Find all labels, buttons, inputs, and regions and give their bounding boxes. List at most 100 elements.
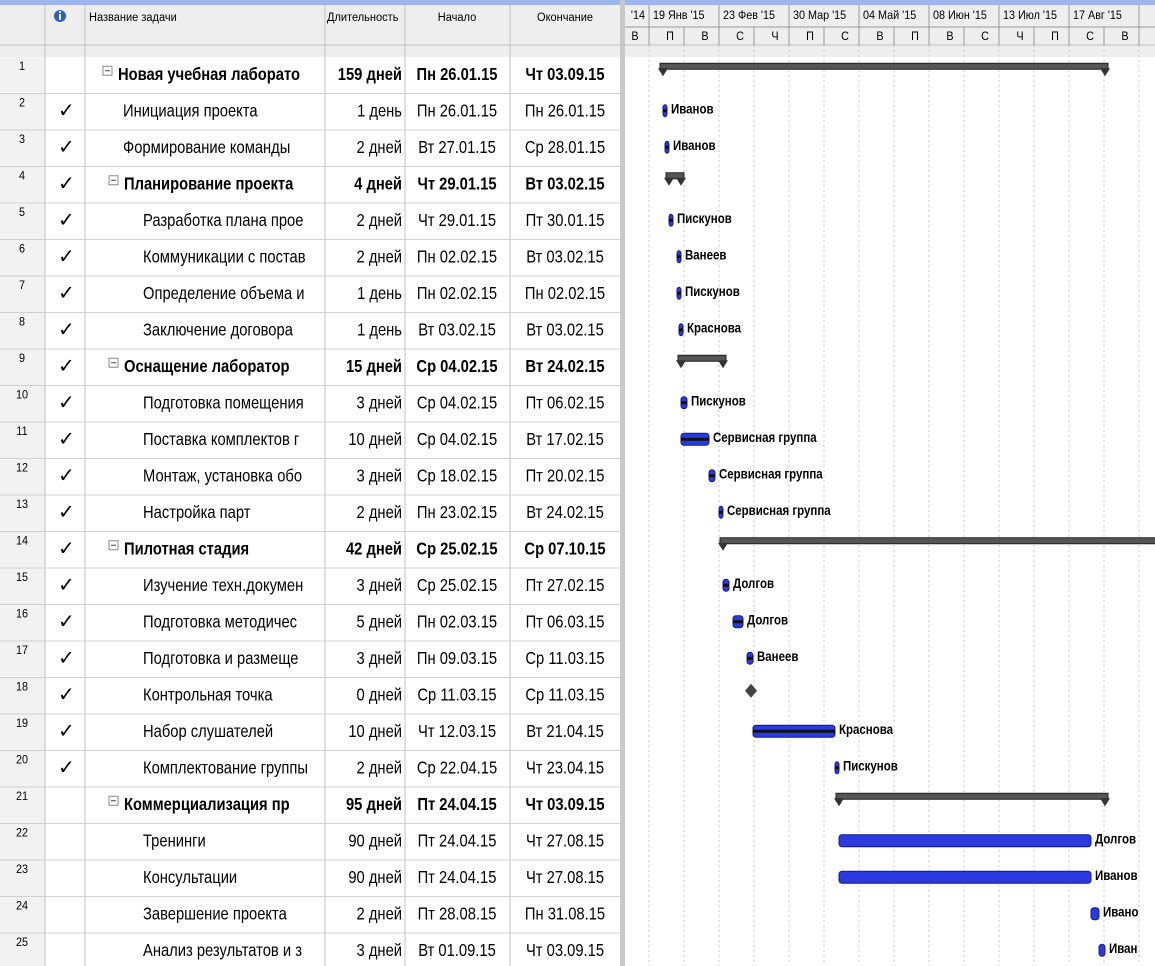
task-name-cell: Контрольная точка <box>143 685 273 705</box>
resource-label-cell: Долгов <box>1095 830 1136 846</box>
task-row[interactable]: 8 ✓ Заключение договора 1 день Вт 03.02.15 Вт… <box>19 316 604 341</box>
row-id-cell: 9 <box>19 353 25 366</box>
task-name: Изучение техн.докумен <box>143 576 303 596</box>
task-start: Пн 02.03.15 <box>417 612 497 632</box>
splitter[interactable] <box>620 0 625 966</box>
task-end-cell: Пт 06.03.15 <box>526 612 605 632</box>
row-id: 23 <box>16 864 28 877</box>
task-end-cell: Чт 23.04.15 <box>526 758 604 778</box>
task-row[interactable]: 15 ✓ Изучение техн.докумен 3 дней Ср 25.02.1… <box>16 572 604 597</box>
task-name-cell: Инициация проекта <box>123 101 258 121</box>
task-name: Инициация проекта <box>123 101 258 121</box>
timescale-bottom-label: П <box>806 31 814 44</box>
task-row[interactable]: 3 ✓ Формирование команды 2 дней Вт 27.01.15 С… <box>19 134 605 159</box>
task-name: Коммерциализация пр <box>124 795 290 815</box>
summary-end <box>718 542 728 551</box>
row-number-column <box>0 57 45 966</box>
task-duration: 90 дней <box>348 868 402 888</box>
timescale-bottom-label: В <box>631 31 638 44</box>
timescale-top-label: 08 Июн '15 <box>933 10 987 23</box>
timescale-bottom-label-cell: С <box>841 31 849 44</box>
row-id-cell: 1 <box>19 61 25 74</box>
task-row[interactable]: 20 ✓ Комплектование группы 2 дней Ср 22.04.1… <box>16 754 604 779</box>
task-start-cell: Ср 25.02.15 <box>417 576 497 596</box>
resource-label-cell: Ванеев <box>685 246 727 262</box>
task-name-cell: Коммуникации с постав <box>143 247 306 267</box>
task-row[interactable]: 14 ✓ Пилотная стадия 42 дней Ср 25.02.15 Ср 0… <box>16 535 606 560</box>
task-duration: 3 дней <box>357 941 402 961</box>
task-row[interactable]: 9 ✓ Оснащение лаборатор 15 дней Ср 04.02.15 В… <box>19 353 605 378</box>
task-duration-cell: 2 дней <box>357 247 402 267</box>
task-end: Вт 17.02.15 <box>526 430 604 450</box>
task-row[interactable]: 12 ✓ Монтаж, установка обо 3 дней Ср 18.02.1… <box>16 462 604 487</box>
task-start: Пн 09.03.15 <box>417 649 497 669</box>
resource-label: Краснова <box>687 319 742 335</box>
task-start-cell: Пн 02.02.15 <box>417 284 497 304</box>
task-row[interactable]: 2 ✓ Инициация проекта 1 день Пн 26.01.15 Пн 2… <box>19 97 605 122</box>
task-end-cell: Вт 24.02.15 <box>525 357 604 377</box>
resource-label-cell: Долгов <box>733 575 774 591</box>
row-id-cell: 3 <box>19 134 25 147</box>
task-row[interactable]: 1 Новая учебная лаборато 159 дней Пн 26.01.… <box>19 61 605 85</box>
task-start: Чт 29.01.15 <box>417 174 496 194</box>
summary-end <box>1100 798 1110 807</box>
task-row[interactable]: 7 ✓ Определение объема и 1 день Пн 02.02.15 П… <box>19 280 605 305</box>
task-row[interactable]: 10 ✓ Подготовка помещения 3 дней Ср 04.02.15… <box>16 389 604 414</box>
column-header-cell: Начало <box>438 12 476 24</box>
task-name-cell: Формирование команды <box>123 138 290 158</box>
task-duration-cell: 10 дней <box>348 430 402 450</box>
task-bar <box>838 834 1092 848</box>
task-start-cell: Ср 04.02.15 <box>417 430 497 450</box>
timescale-top-label: 19 Янв '15 <box>653 10 705 23</box>
task-row[interactable]: 25 Анализ результатов и з 3 дней Вт 01.09.1… <box>16 937 604 961</box>
task-row[interactable]: 21 Коммерциализация пр 95 дней Пт 24.04.15 Ч… <box>16 791 605 815</box>
timescale-top-label-cell: 17 Авг '15 <box>1073 10 1122 23</box>
complete-check-cell: ✓ <box>58 502 75 524</box>
task-duration: 4 дней <box>354 174 402 194</box>
task-start: Ср 25.02.15 <box>417 576 497 596</box>
task-end-cell: Чт 03.09.15 <box>525 795 604 815</box>
task-name-cell: Определение объема и <box>143 284 305 304</box>
task-row[interactable]: 22 Тренинги 90 дней Пт 24.04.15 Чт 27.08.15 <box>16 827 604 851</box>
task-end: Ср 11.03.15 <box>525 685 604 705</box>
resource-label-cell: Долгов <box>747 611 788 627</box>
complete-check: ✓ <box>58 648 75 670</box>
task-name-cell: Коммерциализация пр <box>124 795 290 815</box>
task-row[interactable]: 13 ✓ Настройка парт 2 дней Пн 23.02.15 Вт 24.… <box>16 499 604 524</box>
task-row[interactable]: 6 ✓ Коммуникации с постав 2 дней Пн 02.02.15… <box>19 243 604 268</box>
task-start-cell: Ср 11.03.15 <box>417 685 496 705</box>
task-duration-cell: 3 дней <box>357 466 402 486</box>
task-end: Пт 06.02.15 <box>526 393 605 413</box>
task-start: Пт 24.04.15 <box>418 868 497 888</box>
task-name: Комплектование группы <box>143 758 308 778</box>
task-end-cell: Чт 27.08.15 <box>526 831 604 851</box>
task-start-cell: Пт 24.04.15 <box>418 868 497 888</box>
task-row[interactable]: 16 ✓ Подготовка методичес 5 дней Пн 02.03.15… <box>16 608 604 633</box>
complete-check: ✓ <box>58 611 75 633</box>
task-duration: 2 дней <box>357 758 402 778</box>
task-duration-cell: 3 дней <box>357 649 402 669</box>
summary-bar <box>677 354 727 362</box>
task-start: Вт 27.01.15 <box>418 138 496 158</box>
task-row[interactable]: 23 Консультации 90 дней Пт 24.04.15 Чт 27.08… <box>16 864 604 888</box>
task-row[interactable]: 18 ✓ Контрольная точка 0 дней Ср 11.03.15 Ср … <box>16 681 605 706</box>
task-duration: 2 дней <box>357 247 402 267</box>
task-row[interactable]: 4 ✓ Планирование проекта 4 дней Чт 29.01.15 В… <box>19 170 605 195</box>
timescale-bottom-label-cell: С <box>981 31 989 44</box>
task-duration-cell: 2 дней <box>357 138 402 158</box>
resource-label: Пискунов <box>843 757 898 773</box>
complete-check-cell: ✓ <box>58 392 75 414</box>
task-end-cell: Вт 21.04.15 <box>526 722 604 742</box>
task-row[interactable]: 11 ✓ Поставка комплектов г 10 дней Ср 04.02.… <box>16 426 603 451</box>
task-row[interactable]: 5 ✓ Разработка плана прое 2 дней Чт 29.01.15… <box>19 207 604 232</box>
row-id: 2 <box>19 97 25 110</box>
task-table: Название задачи Длительность Начало Окончан… <box>0 5 1155 966</box>
task-start: Ср 25.02.15 <box>416 539 497 559</box>
task-row[interactable]: 17 ✓ Подготовка и размеще 3 дней Пн 09.03.15… <box>16 645 605 670</box>
task-start-cell: Вт 03.02.15 <box>418 320 496 340</box>
task-duration-cell: 10 дней <box>348 722 402 742</box>
task-name: Набор слушателей <box>143 722 273 742</box>
task-start-cell: Пт 28.08.15 <box>418 904 497 924</box>
task-row[interactable]: 24 Завершение проекта 2 дней Пт 28.08.15 Пн … <box>16 900 605 924</box>
task-row[interactable]: 19 ✓ Набор слушателей 10 дней Чт 12.03.15 Вт … <box>16 718 604 743</box>
